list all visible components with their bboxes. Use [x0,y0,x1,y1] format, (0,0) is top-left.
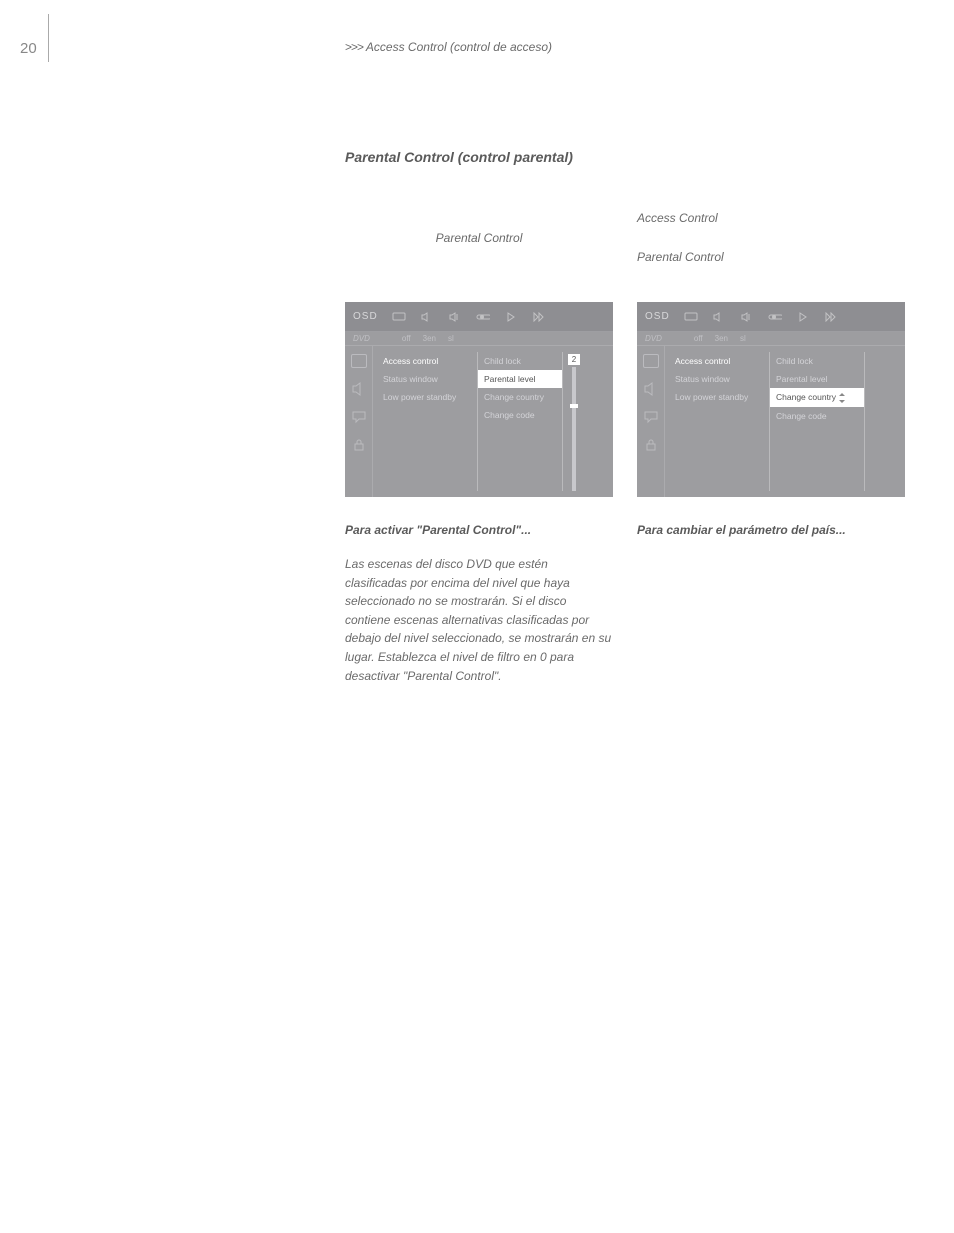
osd-item: Parental level [478,370,562,388]
osd-sub-d: sl [448,334,454,343]
osd-sub-b: off [694,334,703,343]
osd-item: Change country [770,388,864,407]
page-number: 20 [20,40,37,57]
osd-top-right: OSD [637,302,905,332]
osd-sub-c: 3en [715,334,728,343]
instr-head-left: Para activar "Parental Control"... [345,523,613,537]
osd-item: Low power standby [377,388,473,406]
osd-sub-c: 3en [423,334,436,343]
osd-item: Access control [669,352,765,370]
osd-left-col: OSD DVD off 3en sl [345,302,613,523]
speaker3-icon [351,382,367,396]
section-title: Parental Control (control parental) [345,149,905,165]
breadcrumb: >>> Access Control (control de acceso) [345,40,905,54]
osd-item: Access control [377,352,473,370]
osd-sub-b: off [402,334,411,343]
slider-icon [476,312,490,322]
osd-screenshot-left: OSD DVD off 3en sl [345,302,613,497]
osd-slider: 2 [567,352,581,491]
speaker2-icon [740,312,754,322]
osd-slider-thumb [570,404,578,408]
intro-left: Parental Control [345,210,613,302]
osd-side-right [637,346,665,497]
osd-sub-a: DVD [645,334,662,343]
speech-icon [351,410,367,424]
osd-slider-value: 2 [568,354,580,365]
user-icon [351,354,367,368]
play-icon [504,312,518,322]
osd-body-left: Access controlStatus windowLow power sta… [345,346,613,497]
speaker2-icon [448,312,462,322]
page-rule [48,14,49,62]
breadcrumb-arrows: >>> [345,40,363,54]
osd-sub-left: DVD off 3en sl [345,332,613,346]
osd-body-right: Access controlStatus windowLow power sta… [637,346,905,497]
user-icon [643,354,659,368]
osd-menu-right: Access controlStatus windowLow power sta… [665,346,905,497]
osd-screenshot-right: OSD DVD off 3en sl [637,302,905,497]
osd-row: OSD DVD off 3en sl [345,302,905,523]
osd-item: Status window [669,370,765,388]
osd-list2-left: Child lockParental levelChange countryCh… [477,352,563,491]
osd-sub-a: DVD [353,334,370,343]
speaker-icon [712,312,726,322]
osd-top-left: OSD [345,302,613,332]
osd-list1-right: Access controlStatus windowLow power sta… [669,352,765,491]
speaker3-icon [643,382,659,396]
osd-item: Low power standby [669,388,765,406]
osd-item: Status window [377,370,473,388]
speech-icon [643,410,659,424]
osd-list2-right: Child lockParental levelChange country C… [769,352,865,491]
tv-icon [684,312,698,322]
intro-label-left: Parental Control [345,230,613,247]
osd-sub-right: DVD off 3en sl [637,332,905,346]
lock-icon [352,438,366,452]
tv-icon [392,312,406,322]
osd-label: OSD [645,311,670,322]
osd-item: Child lock [478,352,562,370]
osd-sub-d: sl [740,334,746,343]
intro-label-right-2: Parental Control [637,249,905,266]
osd-item: Change code [478,406,562,424]
osd-item: Parental level [770,370,864,388]
speaker-icon [420,312,434,322]
osd-slider-track [572,367,576,491]
osd-list1-left: Access controlStatus windowLow power sta… [377,352,473,491]
intro-row: Parental Control Access Control Parental… [345,210,905,302]
breadcrumb-text: Access Control (control de acceso) [366,40,552,54]
slider-icon [768,312,782,322]
ff-icon [824,312,838,322]
content-area: >>> Access Control (control de acceso) P… [345,40,905,685]
lock-icon [644,438,658,452]
osd-item: Child lock [770,352,864,370]
footnote-left: Las escenas del disco DVD que estén clas… [345,555,613,685]
osd-label: OSD [353,311,378,322]
osd-item: Change code [770,407,864,425]
instr-head-right: Para cambiar el parámetro del país... [637,523,905,537]
osd-side-left [345,346,373,497]
osd-menu-left: Access controlStatus windowLow power sta… [373,346,613,497]
intro-right: Access Control Parental Control [637,210,905,302]
instructions-row: Para activar "Parental Control"... Las e… [345,523,905,685]
osd-item: Change country [478,388,562,406]
instr-right: Para cambiar el parámetro del país... [637,523,905,685]
play-icon [796,312,810,322]
osd-right-col: OSD DVD off 3en sl [637,302,905,523]
intro-label-right-1: Access Control [637,210,905,227]
ff-icon [532,312,546,322]
instr-left: Para activar "Parental Control"... Las e… [345,523,613,685]
